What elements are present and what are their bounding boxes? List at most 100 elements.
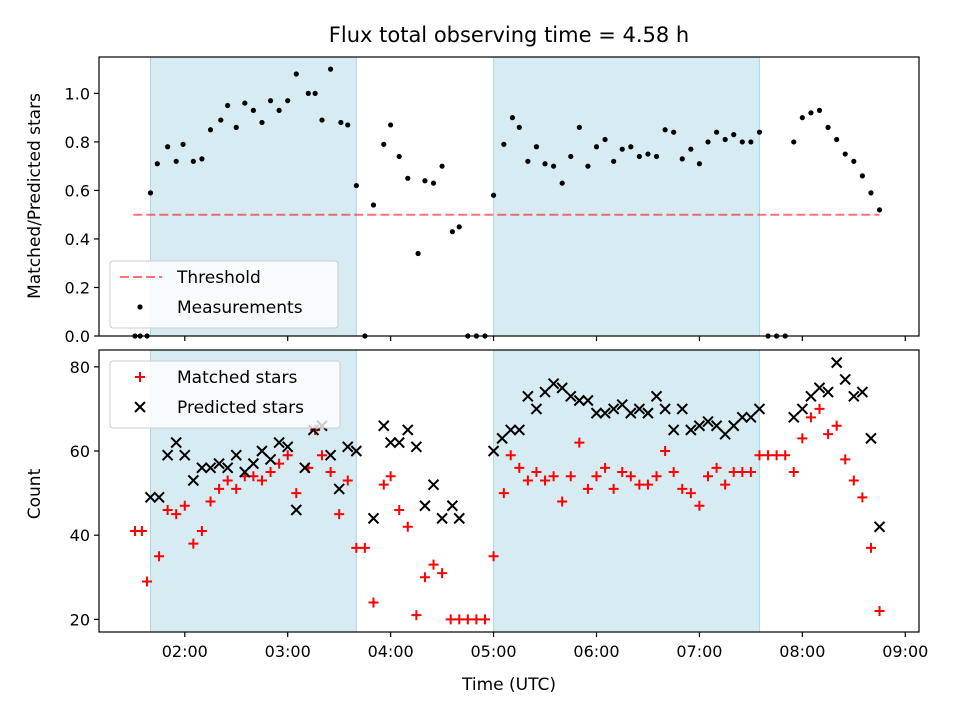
- measurement-point: [559, 180, 565, 186]
- matched-star-point: [771, 450, 782, 461]
- measurement-point: [388, 122, 394, 128]
- matched-star-point: [763, 450, 774, 461]
- y-tick-label: 0.4: [65, 230, 90, 249]
- measurement-point: [611, 158, 617, 164]
- predicted-star-point: [264, 453, 277, 466]
- plot-frame: [98, 349, 920, 633]
- x-axis-label: Time (UTC): [461, 675, 556, 695]
- measurement-point: [868, 190, 874, 196]
- measurement-point: [756, 129, 763, 135]
- predicted-star-point: [522, 390, 534, 403]
- measurement-point: [825, 124, 831, 130]
- measurement-point: [851, 158, 857, 164]
- matched-star-point: [617, 467, 628, 478]
- matched-star-point: [188, 538, 199, 549]
- predicted-star-point: [788, 411, 800, 424]
- measurement-point: [396, 153, 402, 160]
- predicted-star-point: [830, 356, 843, 369]
- measurement-point: [276, 107, 282, 113]
- legend: Matched stars Predicted stars: [109, 360, 341, 429]
- predicted-star-point: [856, 386, 869, 398]
- predicted-star-point: [642, 407, 654, 419]
- predicted-star-point: [496, 432, 508, 445]
- measurement-point: [859, 173, 865, 179]
- measurement-point: [199, 156, 205, 162]
- matched-star-point: [411, 610, 422, 621]
- predicted-star-point: [865, 432, 877, 445]
- y-tick-label: 0.2: [65, 278, 90, 297]
- measurement-point: [816, 107, 823, 113]
- measurement-point: [180, 141, 186, 147]
- measurement-point: [490, 192, 497, 198]
- predicted-star-point: [299, 462, 311, 474]
- matched-star-point: [214, 483, 225, 494]
- matched-star-point: [282, 450, 293, 461]
- matched-star-point: [222, 475, 233, 486]
- matched-star-point: [582, 483, 593, 494]
- predicted-star-point: [719, 428, 731, 440]
- matched-star-point: [488, 551, 499, 562]
- legend-measurement-swatch: [137, 304, 143, 310]
- matched-star-point: [540, 475, 551, 486]
- measurement-point: [250, 107, 256, 113]
- predicted-star-point: [213, 457, 225, 470]
- legend-predicted-swatch: [134, 401, 146, 413]
- measurement-point: [542, 161, 548, 167]
- predicted-star-point: [324, 449, 337, 461]
- measurement-point: [671, 129, 677, 135]
- matched-star-point: [154, 551, 165, 562]
- measurement-point: [636, 153, 642, 160]
- predicted-star-point: [247, 457, 260, 470]
- measurement-point: [147, 190, 154, 196]
- measurement-point: [439, 163, 445, 169]
- measurement-point: [645, 151, 651, 157]
- measurement-point: [551, 163, 557, 169]
- measurement-point: [285, 98, 291, 104]
- predicted-star-point: [607, 403, 620, 415]
- matched-star-point: [754, 450, 765, 461]
- predicted-star-point: [539, 386, 551, 398]
- measurement-point: [319, 117, 325, 123]
- predicted-star-point: [196, 462, 208, 474]
- x-tick-label: 06:00: [573, 642, 619, 661]
- predicted-star-point: [170, 436, 182, 449]
- matched-star-point: [454, 614, 465, 625]
- matched-star-point: [498, 488, 509, 499]
- predicted-star-point: [685, 424, 697, 436]
- predicted-star-point: [573, 394, 586, 407]
- measurement-point: [190, 158, 196, 164]
- measurement-point: [585, 163, 591, 169]
- matched-star-point: [874, 605, 885, 616]
- predicted-star-point: [813, 382, 826, 394]
- matched-star-point: [677, 483, 688, 494]
- matched-star-point: [359, 542, 370, 553]
- measurement-point: [233, 124, 239, 130]
- measurement-point: [731, 132, 737, 138]
- measurement-point: [456, 224, 462, 230]
- measurement-point: [405, 175, 411, 181]
- predicted-star-point: [822, 386, 834, 398]
- y-tick-label: 0.0: [65, 327, 90, 346]
- measurement-point: [653, 153, 660, 160]
- matched-star-point: [823, 429, 834, 440]
- predicted-star-point: [144, 491, 157, 504]
- measurement-point: [381, 141, 387, 147]
- predicted-star-point: [419, 500, 431, 512]
- predicted-star-point: [659, 403, 671, 415]
- predicted-star-point: [153, 491, 165, 504]
- predicted-star-point: [873, 521, 886, 533]
- predicted-star-point: [290, 504, 302, 516]
- measurement-point: [173, 158, 179, 164]
- measurement-point: [509, 115, 516, 121]
- matched-star-point: [865, 542, 876, 553]
- legend-label: Measurements: [177, 298, 303, 318]
- matched-star-point: [514, 462, 525, 473]
- matched-star-point: [402, 521, 413, 532]
- matched-star-point: [831, 420, 842, 431]
- matched-star-point: [351, 542, 362, 553]
- matched-star-point: [531, 467, 542, 478]
- measurement-point: [370, 202, 377, 208]
- measurement-point: [842, 151, 848, 157]
- matched-star-point: [608, 483, 619, 494]
